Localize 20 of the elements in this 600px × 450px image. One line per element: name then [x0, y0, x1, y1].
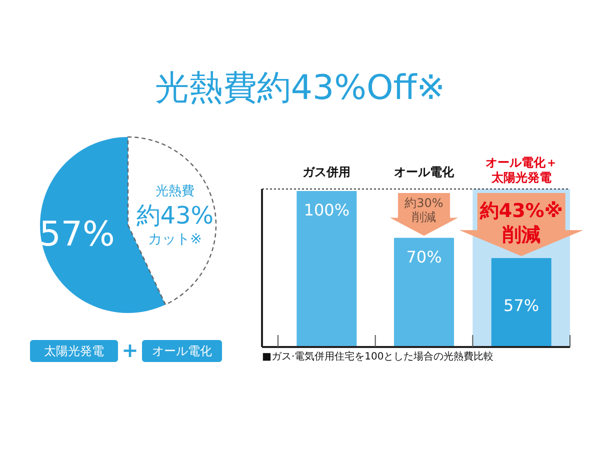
data-label: 70%	[406, 247, 442, 266]
text: 光熱費	[155, 184, 194, 199]
annotation: 削減	[501, 224, 540, 246]
annotation: 約30%	[404, 196, 444, 210]
data-label: 100%	[304, 200, 350, 220]
text: ■ガス·電気併用住宅を100とした場合の光熱費比較	[262, 350, 494, 362]
text: カット※	[148, 231, 202, 248]
text: 光熱費約43%Off※	[154, 68, 446, 108]
text: オール電化	[152, 344, 212, 358]
text: 太陽光発電	[44, 344, 104, 358]
annotation: 約43%※	[478, 200, 563, 222]
pie-slice	[127, 136, 217, 306]
text: +	[122, 338, 138, 362]
x-tick-label: ガス併用	[302, 165, 351, 179]
data-label: 57%	[39, 214, 115, 255]
data-label: 57%	[504, 296, 540, 316]
annotation: 削減	[412, 210, 436, 224]
text: 約43%	[136, 201, 214, 230]
x-tick-label: オール電化＋太陽光発電	[485, 156, 558, 184]
x-tick-label: オール電化	[394, 165, 455, 179]
